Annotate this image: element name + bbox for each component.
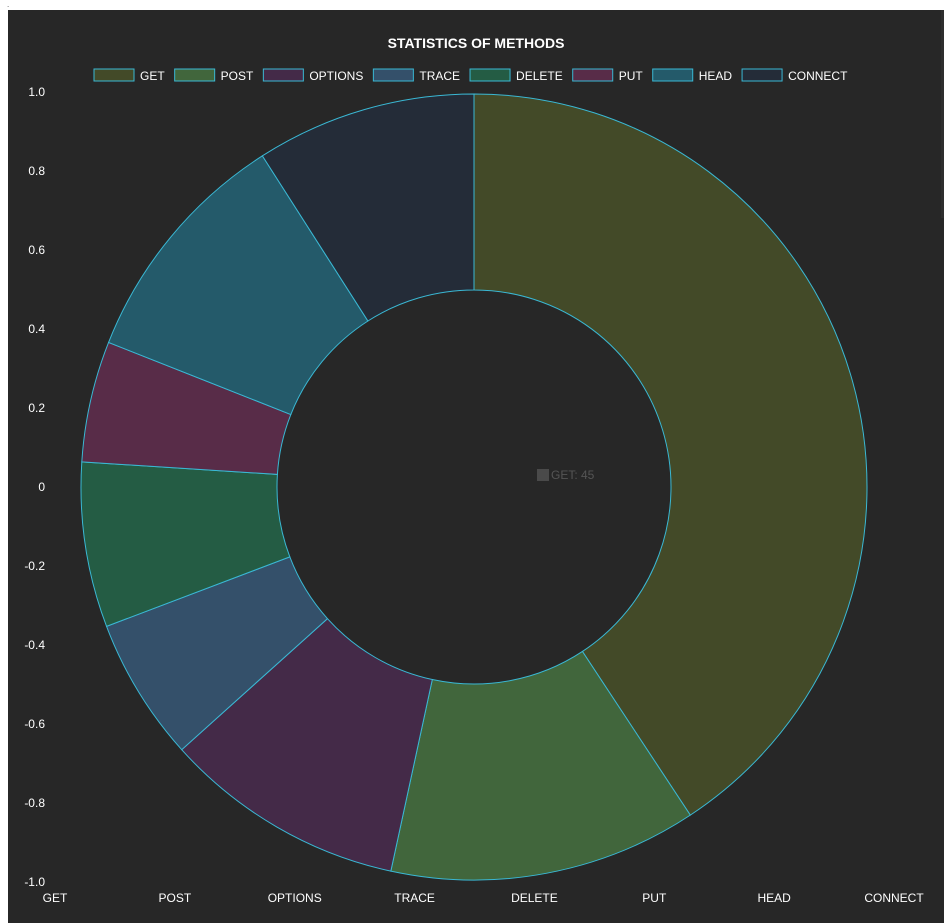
x-axis-ticks: GET POST OPTIONS TRACE DELETE PUT HEAD CONNECT xyxy=(43,891,925,905)
corner-mark: . xyxy=(7,0,10,9)
y-tick-label: -0.4 xyxy=(24,638,45,652)
y-tick-label: -0.8 xyxy=(24,796,45,810)
slice-connect[interactable] xyxy=(261,93,475,322)
y-tick-label: -0.2 xyxy=(24,559,45,573)
legend-swatch-get[interactable] xyxy=(93,68,135,82)
legend-swatch-put[interactable] xyxy=(572,68,614,82)
y-tick-label: 0.6 xyxy=(28,243,45,257)
legend-swatch-options[interactable] xyxy=(262,68,304,82)
center-tooltip-swatch xyxy=(537,469,549,481)
x-tick-label: CONNECT xyxy=(864,891,924,905)
legend-label-connect[interactable]: CONNECT xyxy=(788,69,848,83)
x-tick-label: HEAD xyxy=(757,891,791,905)
legend-swatch-connect[interactable] xyxy=(741,68,783,82)
slice-get[interactable] xyxy=(473,93,868,816)
legend-label-options[interactable]: OPTIONS xyxy=(309,69,363,83)
chart-title: STATISTICS OF METHODS xyxy=(388,35,565,51)
x-tick-label: OPTIONS xyxy=(268,891,322,905)
y-tick-label: 0.4 xyxy=(28,322,45,336)
x-tick-label: PUT xyxy=(642,891,667,905)
panel-edge xyxy=(941,10,944,218)
y-tick-label: 0 xyxy=(38,480,45,494)
x-tick-label: DELETE xyxy=(511,891,558,905)
y-tick-label: 0.2 xyxy=(28,401,45,415)
legend-label-head[interactable]: HEAD xyxy=(699,69,733,83)
legend-swatch-trace[interactable] xyxy=(372,68,414,82)
y-tick-label: -0.6 xyxy=(24,717,45,731)
legend-swatch-delete[interactable] xyxy=(469,68,511,82)
y-tick-label: 1.0 xyxy=(28,85,45,99)
legend-swatch-post[interactable] xyxy=(174,68,216,82)
center-tooltip: GET: 45 xyxy=(537,468,595,482)
donut-slices xyxy=(80,93,868,881)
legend-label-trace[interactable]: TRACE xyxy=(419,69,460,83)
slice-post[interactable] xyxy=(390,650,691,881)
x-tick-label: POST xyxy=(159,891,192,905)
y-axis-ticks: 1.0 0.8 0.6 0.4 0.2 0 -0.2 -0.4 -0.6 -0.8 -1.0 xyxy=(24,85,45,889)
legend-swatch-head[interactable] xyxy=(652,68,694,82)
legend-label-post[interactable]: POST xyxy=(221,69,254,83)
legend-label-get[interactable]: GET xyxy=(140,69,165,83)
x-tick-label: TRACE xyxy=(394,891,435,905)
x-tick-label: GET xyxy=(43,891,68,905)
y-tick-label: 0.8 xyxy=(28,164,45,178)
center-tooltip-label: GET: 45 xyxy=(551,468,595,482)
chart-legend: GET POST OPTIONS TRACE DELETE PUT HEAD CONNECT xyxy=(93,68,848,83)
legend-label-put[interactable]: PUT xyxy=(619,69,644,83)
legend-label-delete[interactable]: DELETE xyxy=(516,69,563,83)
y-tick-label: -1.0 xyxy=(24,875,45,889)
